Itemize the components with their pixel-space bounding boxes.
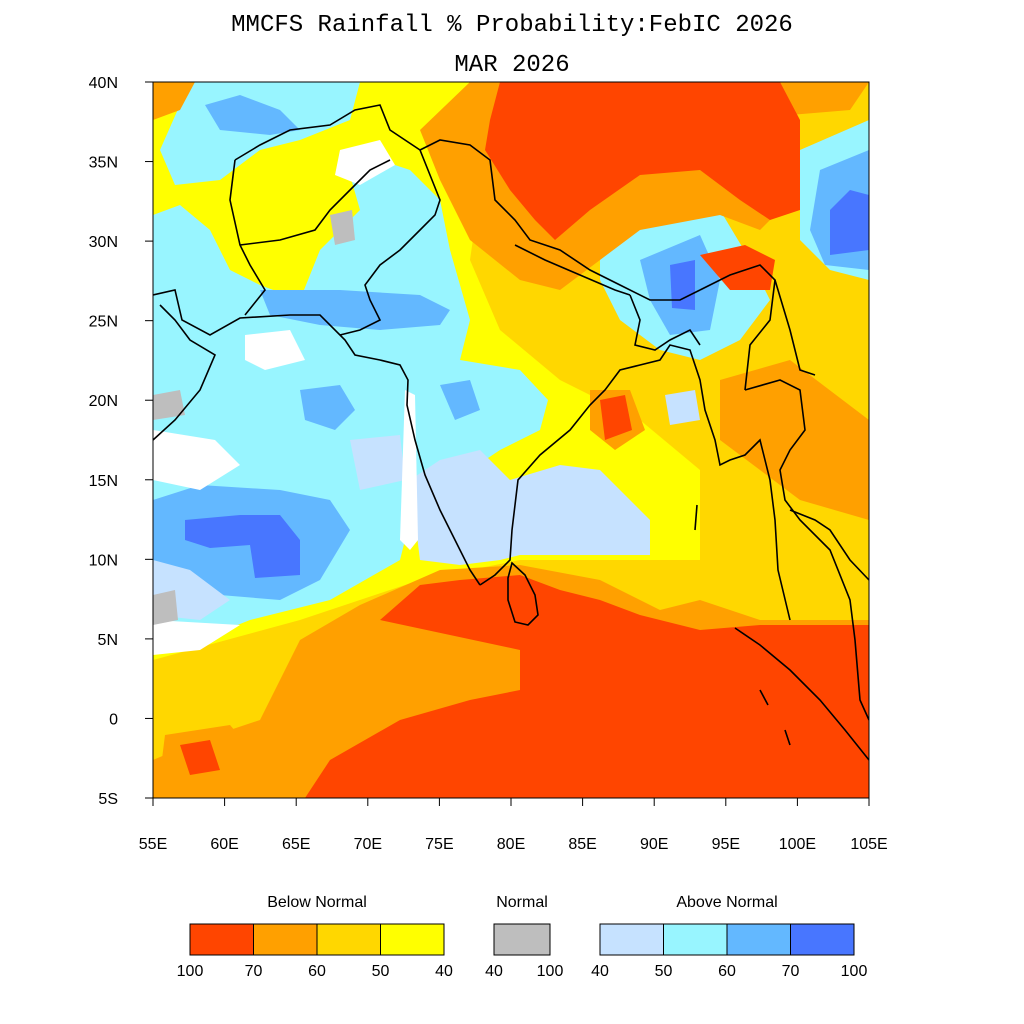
border-china-myanmar bbox=[774, 279, 816, 376]
map-title: MMCFS Rainfall % Probability:FebIC 2026 bbox=[231, 12, 793, 39]
field-darkblue-far-east bbox=[830, 190, 869, 255]
field-gray-mid bbox=[153, 390, 185, 420]
border-nepal bbox=[514, 244, 631, 296]
lon-tick-label: 55E bbox=[139, 836, 167, 853]
lat-tick-label: 35N bbox=[89, 155, 118, 172]
lon-tick-label: 105E bbox=[850, 836, 887, 853]
coastline-andaman bbox=[694, 504, 698, 531]
coastline-malay bbox=[789, 509, 869, 581]
lon-tick-label: 80E bbox=[497, 836, 525, 853]
coastline-myanmar bbox=[744, 379, 869, 721]
field-orange-burma bbox=[720, 360, 869, 520]
field-white-west bbox=[153, 430, 240, 490]
field-blue-pakistan bbox=[260, 290, 450, 330]
field-gray-west bbox=[153, 590, 178, 625]
field-red-sw bbox=[180, 740, 220, 775]
lon-tick-label: 85E bbox=[568, 836, 596, 853]
field-orange-small bbox=[153, 82, 195, 120]
map-subtitle: MAR 2026 bbox=[454, 52, 570, 79]
lat-tick-label: 20N bbox=[89, 393, 118, 410]
border-pakistan-afghanistan bbox=[234, 104, 441, 336]
lat-tick-label: 40N bbox=[89, 75, 118, 92]
field-blue-india-north bbox=[440, 380, 480, 420]
field-white-mid bbox=[245, 330, 305, 370]
lat-tick-label: 30N bbox=[89, 234, 118, 251]
border-afghanistan-north bbox=[239, 159, 391, 246]
border-afghanistan-iran bbox=[229, 159, 266, 316]
legend-above-title: Above Normal bbox=[676, 894, 778, 911]
field-white-south bbox=[153, 620, 240, 655]
field-gray-north bbox=[330, 210, 355, 245]
lon-tick-label: 90E bbox=[640, 836, 668, 853]
coastlines-borders bbox=[153, 104, 869, 761]
field-red-bay bbox=[600, 395, 632, 440]
lat-tick-label: 5S bbox=[98, 791, 118, 808]
lat-tick-label: 25N bbox=[89, 314, 118, 331]
coastline-sumatra bbox=[734, 627, 869, 761]
shaded-field bbox=[153, 82, 869, 798]
coastline-nicobar bbox=[759, 689, 791, 746]
border-india-north bbox=[419, 139, 701, 301]
field-paleblue-bob bbox=[665, 390, 700, 425]
lon-tick-label: 75E bbox=[425, 836, 453, 853]
field-paleblue-central bbox=[350, 435, 405, 490]
field-blue-central bbox=[300, 385, 355, 430]
lat-tick-label: 0 bbox=[109, 711, 118, 728]
field-red-east bbox=[700, 245, 775, 290]
coastline-sri-lanka bbox=[507, 561, 539, 626]
border-bangladesh bbox=[629, 294, 701, 351]
field-red-ocean bbox=[305, 575, 869, 798]
axis-ticks: 40N 35N 30N 25N 20N 15N 10N 5N 0 5S 55E 60E 65E 70E 75… bbox=[89, 75, 888, 853]
coastline-west-india bbox=[153, 289, 481, 586]
lon-tick-label: 95E bbox=[712, 836, 740, 853]
lon-tick-label: 100E bbox=[779, 836, 816, 853]
lon-tick-label: 70E bbox=[354, 836, 382, 853]
lat-tick-label: 15N bbox=[89, 473, 118, 490]
lon-tick-label: 65E bbox=[282, 836, 310, 853]
lat-tick-label: 10N bbox=[89, 552, 118, 569]
field-darkblue-arabian bbox=[185, 515, 300, 578]
lat-tick-label: 5N bbox=[98, 632, 118, 649]
field-white-north bbox=[335, 140, 395, 185]
field-blue-northwest bbox=[205, 95, 300, 135]
field-paleblue-bay bbox=[410, 450, 650, 565]
coastline-east-india bbox=[479, 344, 791, 621]
field-darkblue-east bbox=[670, 260, 695, 310]
field-red-tibet bbox=[485, 82, 800, 240]
coastline-arabia bbox=[153, 304, 217, 441]
lon-tick-label: 60E bbox=[210, 836, 238, 853]
legend-normal-title: Normal bbox=[496, 894, 548, 911]
legend-below-title: Below Normal bbox=[267, 894, 367, 911]
